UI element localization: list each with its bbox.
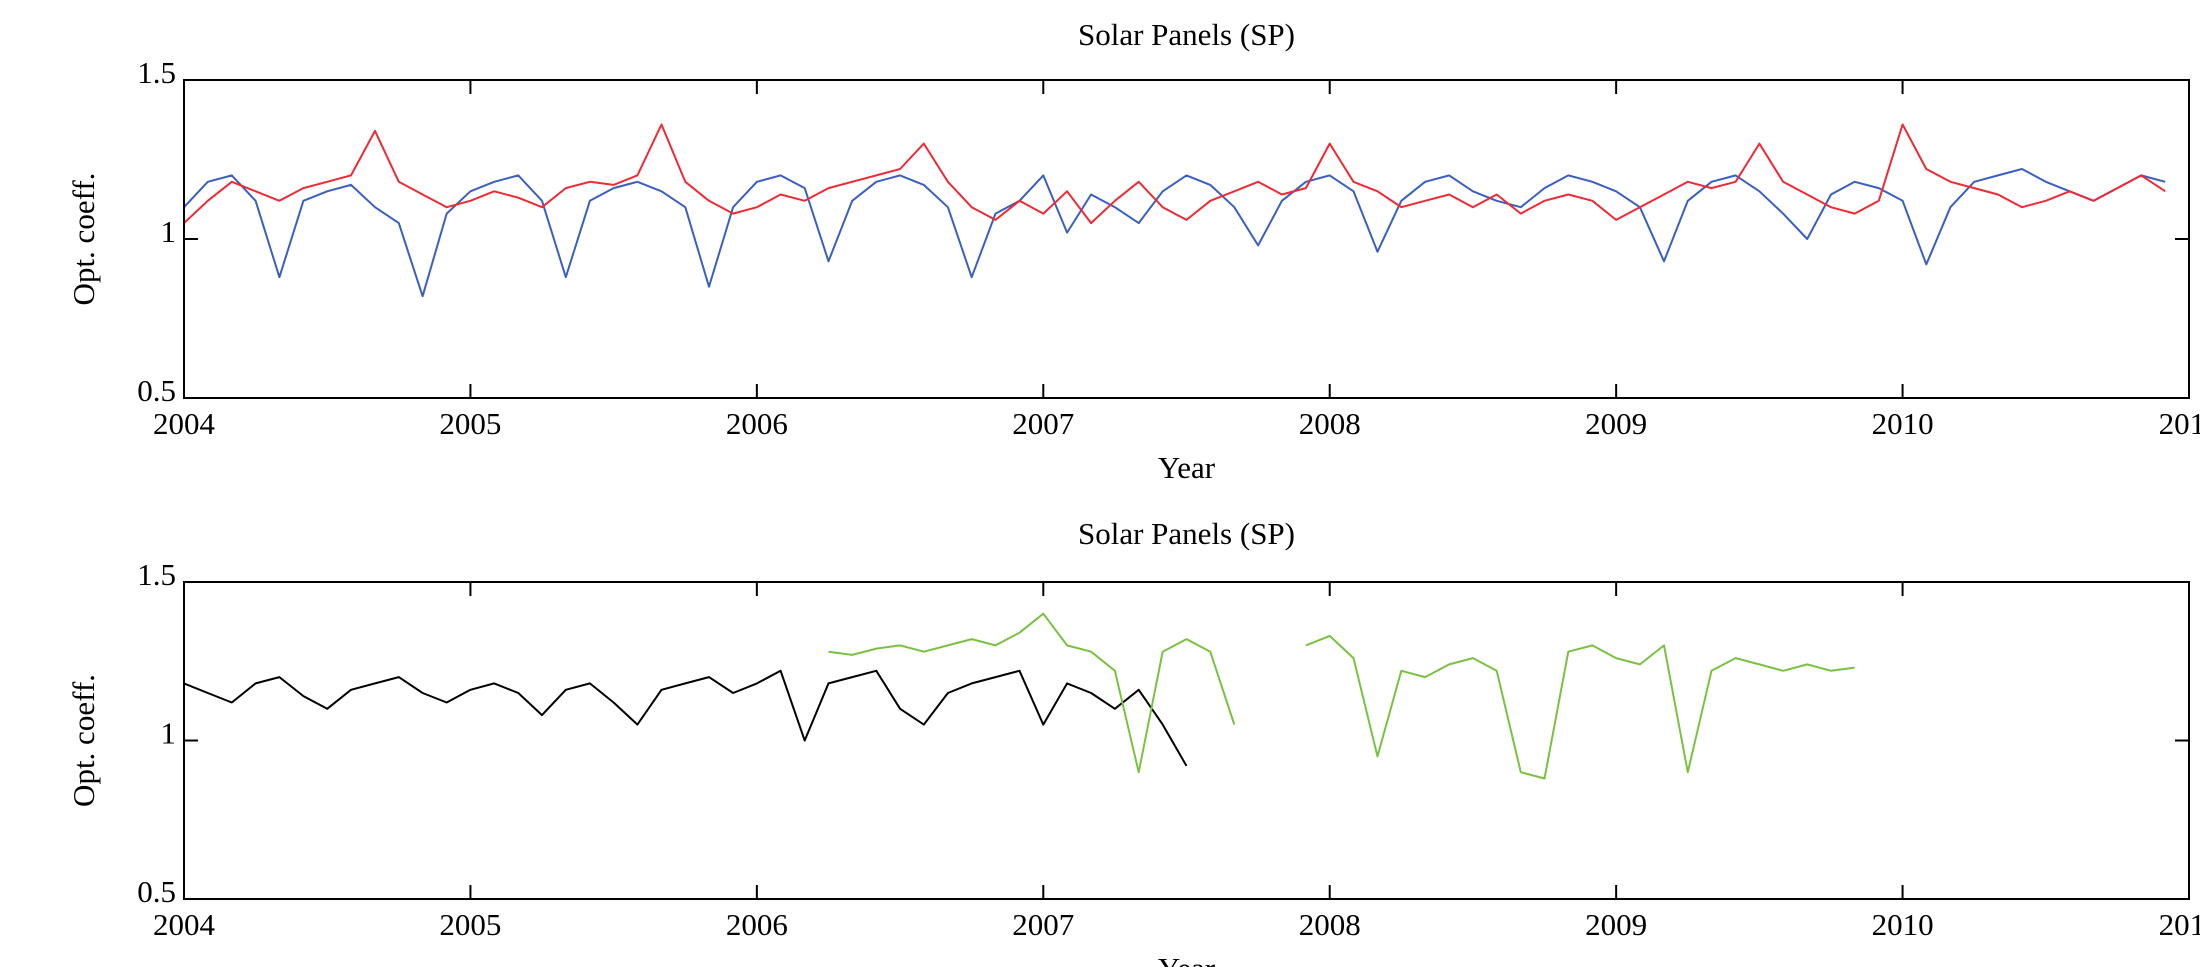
x-tick-label: 2007 [1012,907,1074,942]
x-tick-label: 2011 [2159,907,2200,942]
data-line [1305,634,1855,780]
x-tick-label: 2008 [1299,406,1361,441]
y-tick-label: 1 [161,716,177,751]
x-tick-label: 2004 [153,907,216,942]
data-line [183,123,2166,225]
x-tick-label: 2006 [726,907,788,942]
x-tick-label: 2005 [439,907,501,942]
data-line [183,168,2166,298]
y-tick-label: 1.5 [137,557,176,592]
y-axis-label: Opt. coeff. [66,173,101,306]
plot-frame [183,581,2190,900]
x-axis-label: Year [1158,951,1216,967]
x-tick-label: 2006 [726,406,788,441]
x-tick-label: 2004 [153,406,216,441]
y-tick-label: 0.5 [137,874,176,909]
x-tick-label: 2009 [1585,406,1647,441]
data-line [183,669,1188,767]
x-tick-label: 2008 [1299,907,1361,942]
x-tick-label: 2011 [2159,406,2200,441]
data-line [828,612,1236,774]
x-tick-label: 2009 [1585,907,1647,942]
chart-title: Solar Panels (SP) [1078,516,1295,551]
x-tick-label: 2010 [1872,907,1934,942]
x-axis-label: Year [1158,450,1216,485]
y-axis-label: Opt. coeff. [66,674,101,807]
chart-title: Solar Panels (SP) [1078,17,1295,52]
x-tick-label: 2005 [439,406,501,441]
x-tick-label: 2010 [1872,406,1934,441]
plot-frame [183,79,2190,399]
y-tick-label: 0.5 [137,373,176,408]
y-tick-label: 1 [161,214,177,249]
y-tick-label: 1.5 [137,55,176,90]
x-tick-label: 2007 [1012,406,1074,441]
